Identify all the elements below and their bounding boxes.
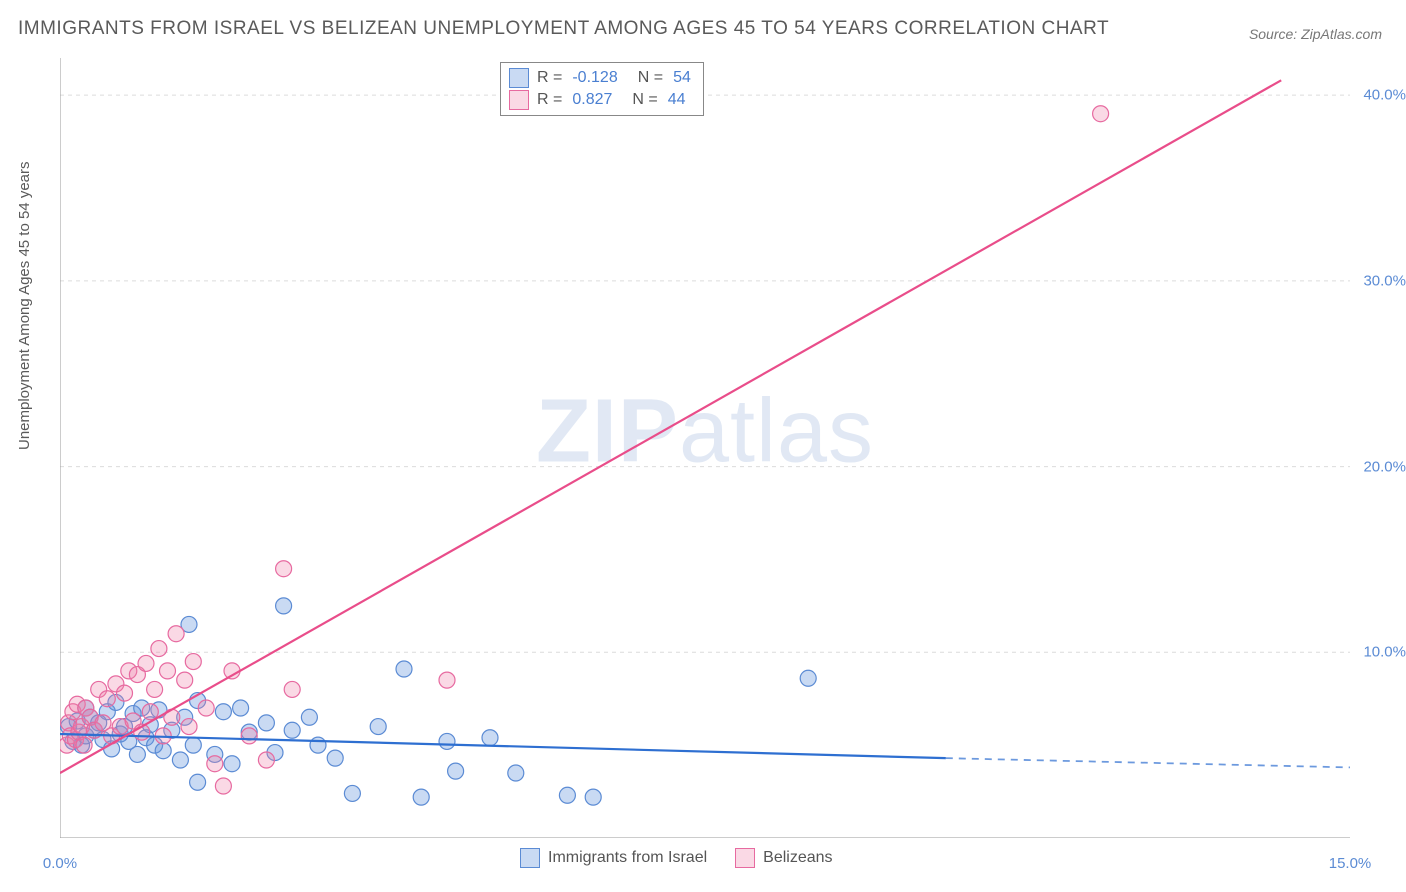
stat-n-label: N = xyxy=(638,67,663,89)
xtick-15: 15.0% xyxy=(1329,855,1372,872)
stats-row-blue: R = -0.128 N = 54 xyxy=(509,67,691,89)
source-attribution: Source: ZipAtlas.com xyxy=(1249,26,1382,42)
chart-svg xyxy=(60,58,1350,838)
swatch-pink-icon xyxy=(509,90,529,110)
stats-legend: R = -0.128 N = 54 R = 0.827 N = 44 xyxy=(500,62,704,116)
xtick-0: 0.0% xyxy=(43,855,77,872)
stat-n-blue: 54 xyxy=(673,67,691,89)
stat-n-pink: 44 xyxy=(668,89,686,111)
ytick-40: 40.0% xyxy=(1363,87,1406,104)
stat-r-blue: -0.128 xyxy=(572,67,617,89)
ytick-30: 30.0% xyxy=(1363,272,1406,289)
ytick-10: 10.0% xyxy=(1363,644,1406,661)
chart-plot-area: ZIPatlas 10.0% 20.0% 30.0% 40.0% 0.0% 15… xyxy=(60,58,1350,838)
legend-swatch-pink-icon xyxy=(735,848,755,868)
ytick-20: 20.0% xyxy=(1363,458,1406,475)
series-legend: Immigrants from Israel Belizeans xyxy=(520,848,833,868)
legend-item-pink: Belizeans xyxy=(735,848,832,868)
legend-label-blue: Immigrants from Israel xyxy=(548,849,707,867)
stat-n-label-2: N = xyxy=(632,89,657,111)
y-axis-label: Unemployment Among Ages 45 to 54 years xyxy=(16,161,33,450)
stat-r-pink: 0.827 xyxy=(572,89,612,111)
legend-label-pink: Belizeans xyxy=(763,849,832,867)
swatch-blue-icon xyxy=(509,68,529,88)
stat-r-label: R = xyxy=(537,67,562,89)
legend-item-blue: Immigrants from Israel xyxy=(520,848,707,868)
legend-swatch-blue-icon xyxy=(520,848,540,868)
chart-title: IMMIGRANTS FROM ISRAEL VS BELIZEAN UNEMP… xyxy=(18,18,1109,40)
stat-r-label-2: R = xyxy=(537,89,562,111)
stats-row-pink: R = 0.827 N = 44 xyxy=(509,89,691,111)
